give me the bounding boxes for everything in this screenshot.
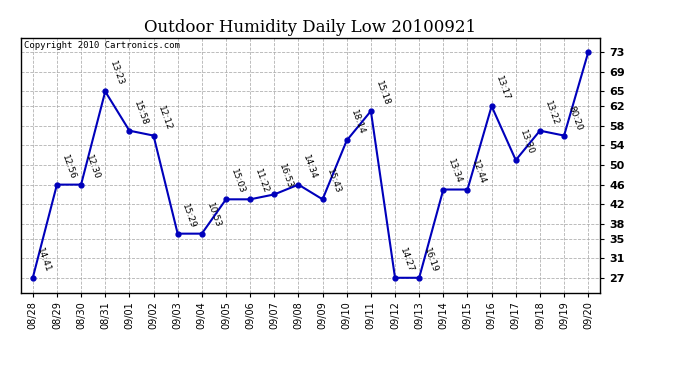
Text: 15:43: 15:43 — [326, 168, 343, 195]
Text: 16:19: 16:19 — [422, 246, 440, 274]
Text: 80:20: 80:20 — [567, 104, 584, 131]
Text: 14:41: 14:41 — [36, 246, 52, 274]
Text: 13:34: 13:34 — [446, 158, 464, 185]
Title: Outdoor Humidity Daily Low 20100921: Outdoor Humidity Daily Low 20100921 — [144, 19, 477, 36]
Text: 11:22: 11:22 — [253, 168, 270, 195]
Text: 13:23: 13:23 — [108, 60, 126, 87]
Text: 15:18: 15:18 — [374, 80, 391, 107]
Text: 12:56: 12:56 — [60, 153, 77, 180]
Text: 12:12: 12:12 — [157, 104, 173, 131]
Text: 12:44: 12:44 — [471, 158, 487, 185]
Text: 15:29: 15:29 — [181, 202, 198, 229]
Text: 15:03: 15:03 — [229, 168, 246, 195]
Text: 13:30: 13:30 — [519, 129, 536, 156]
Text: 15:58: 15:58 — [132, 99, 150, 126]
Text: 13:17: 13:17 — [495, 75, 512, 102]
Text: 14:27: 14:27 — [398, 246, 415, 274]
Text: 16:53: 16:53 — [277, 163, 295, 190]
Text: 12:30: 12:30 — [84, 153, 101, 180]
Text: 14:34: 14:34 — [302, 153, 318, 180]
Text: 18:14: 18:14 — [350, 109, 367, 136]
Text: Copyright 2010 Cartronics.com: Copyright 2010 Cartronics.com — [23, 41, 179, 50]
Text: 10:53: 10:53 — [205, 202, 222, 229]
Text: 13:22: 13:22 — [543, 99, 560, 126]
